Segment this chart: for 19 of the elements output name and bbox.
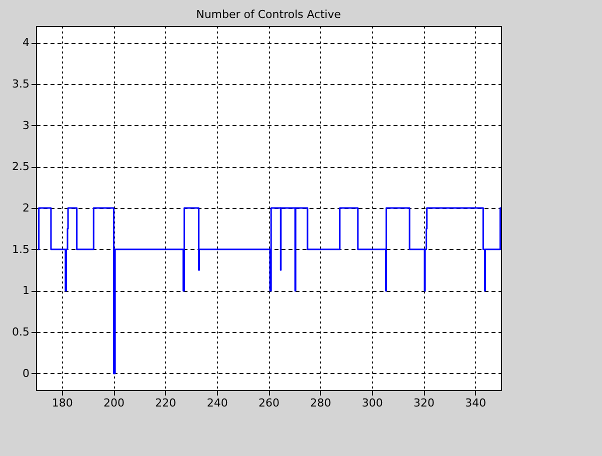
x-tick-label: 280 bbox=[310, 396, 332, 410]
x-tick-label: 320 bbox=[414, 396, 434, 410]
x-tick-label: 340 bbox=[465, 396, 486, 410]
x-tick-label: 260 bbox=[258, 396, 280, 410]
x-tick-label: 240 bbox=[206, 396, 228, 410]
y-tick-label: 3 bbox=[22, 118, 30, 132]
y-tick-label: 2.5 bbox=[12, 160, 30, 174]
chart-title: Number of Controls Active bbox=[196, 8, 342, 21]
x-tick-label: 200 bbox=[104, 396, 124, 410]
x-tick-label: 180 bbox=[52, 396, 73, 410]
y-tick-label: 2 bbox=[22, 202, 30, 214]
y-tick-label: 3.5 bbox=[12, 77, 30, 90]
x-tick-label: 300 bbox=[362, 396, 383, 410]
y-tick-label: 4 bbox=[22, 36, 30, 50]
y-tick-label: 0 bbox=[22, 366, 30, 380]
y-tick-label: 1.5 bbox=[12, 242, 30, 256]
x-tick-label: 220 bbox=[155, 396, 176, 410]
y-tick-label: 0.5 bbox=[12, 326, 30, 339]
y-tick-label: 1 bbox=[22, 284, 30, 298]
